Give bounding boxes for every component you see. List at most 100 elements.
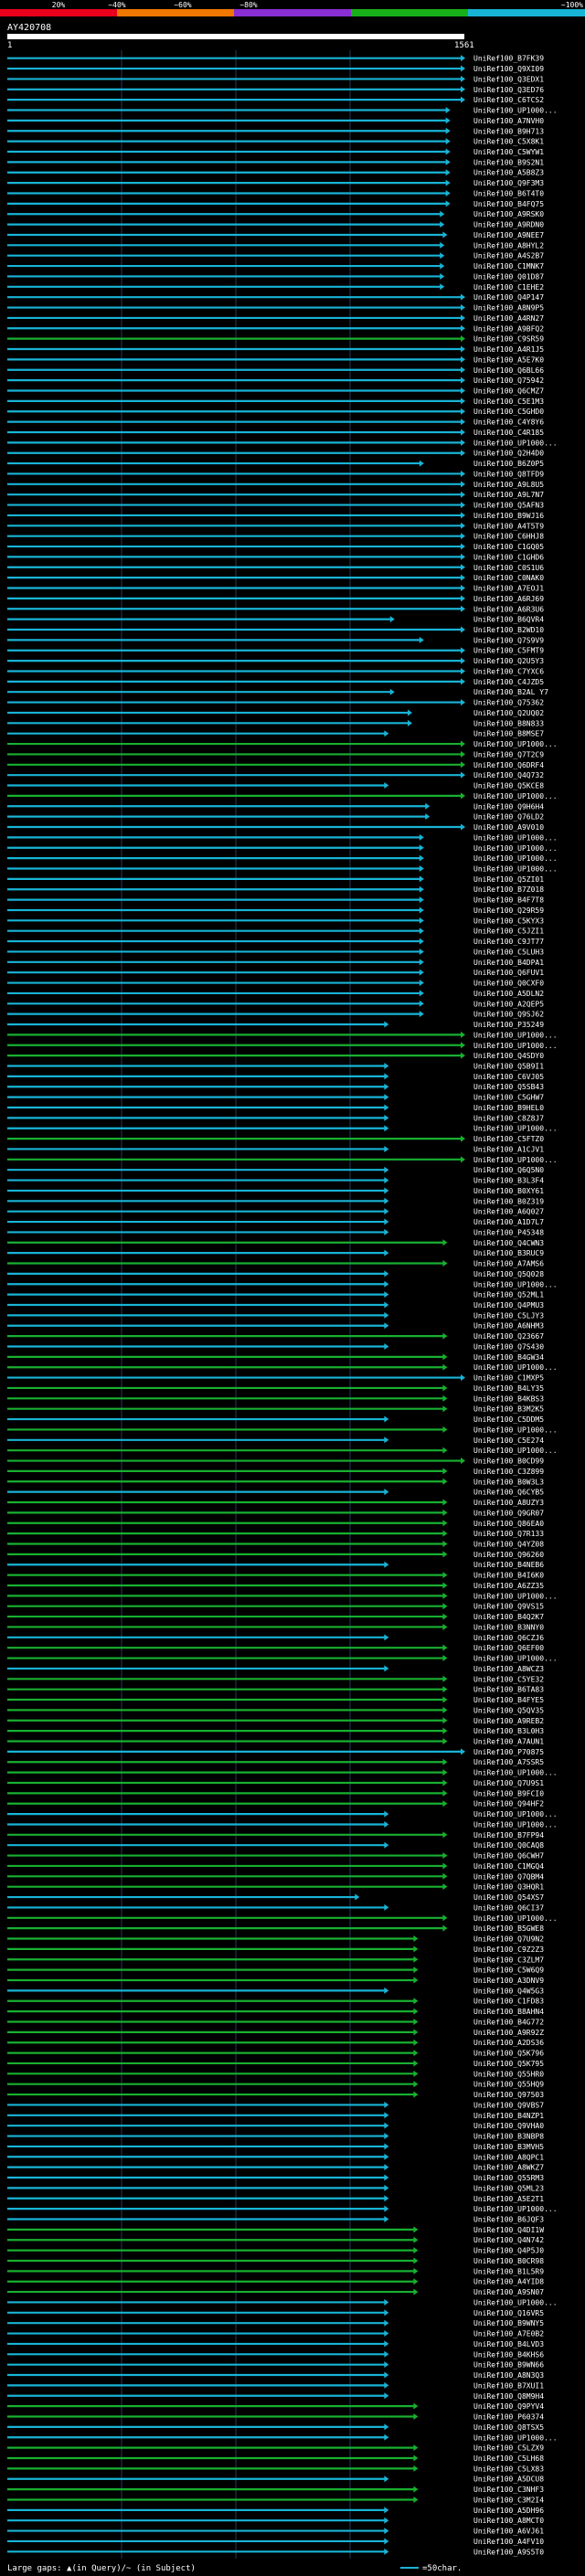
hit-label: UniRef100_B4I6K0	[473, 1572, 544, 1580]
hit-row: UniRef100_Q7R133	[7, 1530, 544, 1538]
hit-arrowhead	[419, 1000, 424, 1007]
hit-row: UniRef100_A8HYL2	[7, 241, 544, 249]
hit-arrowhead	[384, 1665, 389, 1672]
hit-arrowhead	[413, 2050, 419, 2057]
hit-row: UniRef100_A5DH96	[7, 2507, 544, 2515]
hit-row: UniRef100_Q4YZ08	[7, 1540, 544, 1548]
hit-arrowhead	[461, 823, 465, 831]
hit-row: UniRef100_Q8TFD9	[7, 470, 544, 478]
hit-label: UniRef100_Q9GR07	[473, 1509, 544, 1517]
hit-arrowhead	[384, 2298, 389, 2306]
hit-arrowhead	[442, 1717, 448, 1724]
hit-arrowhead	[445, 148, 451, 155]
hit-arrowhead	[442, 1260, 448, 1267]
hit-row: UniRef100_A4YID8	[7, 2278, 544, 2286]
hit-arrowhead	[442, 1779, 448, 1786]
hit-row: UniRef100_C1EHE2	[7, 283, 544, 292]
hit-label: UniRef100_A8UZY3	[473, 1499, 544, 1507]
hit-label: UniRef100_C3Z899	[473, 1468, 544, 1476]
hit-label: UniRef100_UP1000...	[473, 792, 558, 800]
hit-label: UniRef100_A6Q027	[473, 1208, 544, 1216]
hit-row: UniRef100_B9HEL0	[7, 1104, 544, 1112]
hit-label: UniRef100_Q8TSX5	[473, 2423, 544, 2432]
hit-label: UniRef100_Q4W5G3	[473, 1987, 544, 1995]
hit-row: UniRef100_Q23667	[7, 1332, 544, 1341]
hit-row: UniRef100_A8QPC1	[7, 2153, 544, 2161]
hit-label: UniRef100_UP1000...	[473, 1810, 558, 1818]
hit-arrowhead	[384, 1125, 389, 1132]
hit-arrowhead	[413, 2236, 419, 2243]
hit-label: UniRef100_Q6EF00	[473, 1644, 544, 1652]
hit-arrowhead	[442, 1862, 448, 1870]
hit-row: UniRef100_C4Y8Y6	[7, 419, 544, 427]
hit-label: UniRef100_A9S5T0	[473, 2548, 544, 2556]
hit-label: UniRef100_C5LH68	[473, 2454, 544, 2463]
hit-row: UniRef100_C5GHW7	[7, 1094, 544, 1102]
hit-row: UniRef100_B4GW34	[7, 1353, 544, 1362]
hit-label: UniRef100_Q4SDY0	[473, 1052, 544, 1060]
hit-label: UniRef100_C5X8K1	[473, 138, 544, 146]
hit-row: UniRef100_C4JZD5	[7, 678, 544, 686]
hit-label: UniRef100_A6R3U6	[473, 605, 544, 613]
hit-row: UniRef100_Q6BL66	[7, 366, 544, 375]
hit-row: UniRef100_UP1000...	[7, 107, 558, 115]
hit-row: UniRef100_C5W6Q9	[7, 1966, 544, 1975]
hit-label: UniRef100_A8QPC1	[473, 2153, 544, 2161]
hit-arrowhead	[461, 1135, 465, 1142]
hit-arrowhead	[384, 1145, 389, 1152]
hit-arrowhead	[445, 107, 451, 114]
hit-label: UniRef100_A8WCZ3	[473, 1665, 544, 1673]
hit-arrowhead	[384, 2371, 389, 2379]
hit-row: UniRef100_A9S5T0	[7, 2548, 544, 2556]
hit-arrowhead	[442, 1727, 448, 1734]
hit-label: UniRef100_C7YXC6	[473, 667, 544, 675]
hit-arrowhead	[384, 1322, 389, 1330]
hit-row: UniRef100_UP1000...	[7, 1914, 558, 1923]
hit-label: UniRef100_P45348	[473, 1228, 544, 1236]
hit-arrowhead	[407, 709, 412, 716]
hit-row: UniRef100_B3RUC9	[7, 1249, 544, 1257]
hit-arrowhead	[461, 55, 465, 62]
hit-label: UniRef100_A7AMS6	[473, 1260, 544, 1268]
hit-arrowhead	[413, 2454, 419, 2462]
hit-arrowhead	[384, 2381, 389, 2389]
hit-arrowhead	[461, 398, 465, 405]
hit-arrowhead	[413, 2465, 419, 2472]
hit-arrowhead	[384, 730, 389, 737]
hit-label: UniRef100_C6HHJ8	[473, 533, 544, 541]
hit-arrowhead	[461, 376, 465, 384]
hit-row: UniRef100_B8AHN4	[7, 2008, 544, 2016]
hit-label: UniRef100_A4FV10	[473, 2538, 544, 2546]
hit-arrowhead	[442, 1530, 448, 1537]
hit-row: UniRef100_UP1000...	[7, 1820, 558, 1829]
hit-label: UniRef100_Q8M9H4	[473, 2392, 544, 2401]
hit-label: UniRef100_UP1000...	[473, 844, 558, 853]
hit-row: UniRef100_B4F7T8	[7, 896, 544, 905]
hit-row: UniRef100_B4NEB6	[7, 1561, 544, 1569]
hit-row: UniRef100_A4RN27	[7, 314, 544, 323]
footer-scale-label: =50char.	[422, 2564, 462, 2573]
hit-label: UniRef100_UP1000...	[473, 1363, 558, 1372]
hit-label: UniRef100_Q75362	[473, 699, 544, 707]
hit-label: UniRef100_Q9XI09	[473, 65, 544, 73]
hit-row: UniRef100_P35249	[7, 1021, 544, 1029]
hit-row: UniRef100_C3Z899	[7, 1468, 544, 1476]
hit-arrowhead	[384, 2433, 389, 2441]
hit-label: UniRef100_A6VJ61	[473, 2528, 544, 2536]
hit-arrowhead	[413, 2267, 419, 2274]
hit-row: UniRef100_Q7U9N2	[7, 1935, 544, 1944]
hit-row: UniRef100_A7E0B2	[7, 2330, 544, 2338]
hit-row: UniRef100_Q8TSX5	[7, 2423, 544, 2432]
hit-arrowhead	[419, 864, 424, 872]
hit-label: UniRef100_B3NNY0	[473, 1623, 544, 1631]
hit-arrowhead	[442, 1478, 448, 1485]
hit-arrowhead	[419, 969, 424, 976]
hit-arrowhead	[384, 2392, 389, 2400]
hit-row: UniRef100_A7SSR5	[7, 1758, 544, 1766]
hit-label: UniRef100_Q2U5Y3	[473, 657, 544, 665]
hit-arrowhead	[461, 1748, 465, 1755]
hit-row: UniRef100_C1FD83	[7, 1998, 544, 2006]
hit-row: UniRef100_UP1000...	[7, 833, 558, 842]
hit-arrowhead	[442, 1613, 448, 1620]
hit-row: UniRef100_A9RDN0	[7, 221, 544, 229]
